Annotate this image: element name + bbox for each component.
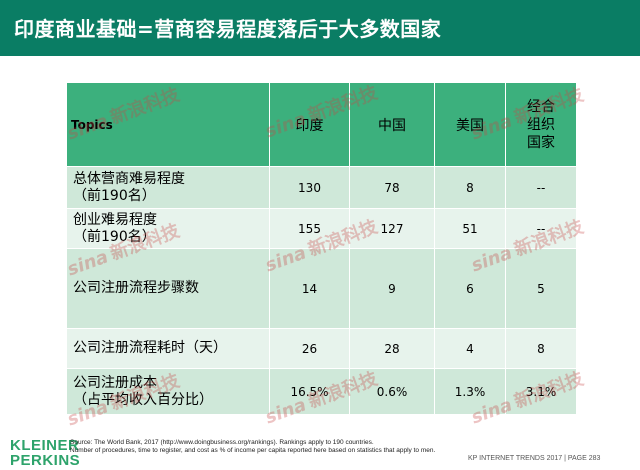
footnote-line: Source: The World Bank, 2017 (http://www…	[70, 439, 374, 446]
data-table: Topics 印度 中国 美国 经合 组织 国家 总体营商难易程度 （前190名…	[66, 82, 577, 415]
cell-oecd: 5	[505, 248, 577, 329]
title-bar: 印度商业基础=营商容易程度落后于大多数国家	[0, 0, 640, 56]
row-label-line: （占平均收入百分比）	[73, 391, 213, 408]
cell-usa: 51	[434, 208, 506, 249]
logo-line: PERKINS	[10, 452, 81, 469]
header-oecd-line: 经合	[527, 98, 555, 115]
row-label: 总体营商难易程度 （前190名）	[66, 166, 270, 209]
cell-oecd: --	[505, 166, 577, 209]
header-oecd: 经合 组织 国家	[505, 82, 577, 167]
row-label: 公司注册成本 （占平均收入百分比）	[66, 368, 270, 415]
footnote-line: Number of procedures, time to register, …	[70, 447, 436, 454]
table-row: 公司注册成本 （占平均收入百分比） 16.5% 0.6% 1.3% 3.1%	[66, 368, 577, 415]
cell-china: 78	[349, 166, 435, 209]
row-label-line: 总体营商难易程度	[73, 170, 185, 187]
cell-india: 16.5%	[269, 368, 350, 415]
table-header-row: Topics 印度 中国 美国 经合 组织 国家	[66, 82, 577, 167]
page-footer: KP INTERNET TRENDS 2017 | PAGE 283	[468, 455, 601, 462]
cell-india: 130	[269, 166, 350, 209]
cell-usa: 4	[434, 328, 506, 369]
table-row: 公司注册流程步骤数 14 9 6 5	[66, 248, 577, 329]
table-row: 总体营商难易程度 （前190名） 130 78 8 --	[66, 166, 577, 209]
cell-india: 26	[269, 328, 350, 369]
table-row: 公司注册流程耗时（天） 26 28 4 8	[66, 328, 577, 369]
cell-oecd: 3.1%	[505, 368, 577, 415]
slide-title: 印度商业基础=营商容易程度落后于大多数国家	[14, 17, 442, 41]
cell-india: 14	[269, 248, 350, 329]
header-oecd-line: 国家	[527, 134, 555, 151]
header-oecd-line: 组织	[527, 116, 555, 133]
kleiner-perkins-logo: KLEINER PERKINS	[10, 438, 80, 468]
cell-usa: 8	[434, 166, 506, 209]
cell-china: 0.6%	[349, 368, 435, 415]
row-label-line: （前190名）	[73, 228, 156, 245]
row-label-line: 公司注册流程耗时（天）	[73, 340, 227, 356]
row-label-line: 公司注册流程步骤数	[73, 280, 199, 296]
logo-line: KLEINER	[10, 437, 80, 454]
row-label: 公司注册流程步骤数	[66, 248, 270, 329]
cell-oecd: 8	[505, 328, 577, 369]
cell-usa: 1.3%	[434, 368, 506, 415]
row-label-line: 公司注册成本	[73, 374, 157, 391]
row-label: 创业难易程度 （前190名）	[66, 208, 270, 249]
header-topics: Topics	[66, 82, 270, 167]
source-footnote: Source: The World Bank, 2017 (http://www…	[70, 439, 490, 455]
cell-oecd: --	[505, 208, 577, 249]
cell-china: 28	[349, 328, 435, 369]
cell-india: 155	[269, 208, 350, 249]
cell-china: 9	[349, 248, 435, 329]
row-label-line: 创业难易程度	[73, 211, 157, 228]
cell-usa: 6	[434, 248, 506, 329]
header-usa: 美国	[434, 82, 506, 167]
header-china: 中国	[349, 82, 435, 167]
row-label-line: （前190名）	[73, 187, 156, 204]
table-row: 创业难易程度 （前190名） 155 127 51 --	[66, 208, 577, 249]
row-label: 公司注册流程耗时（天）	[66, 328, 270, 369]
header-india: 印度	[269, 82, 350, 167]
cell-china: 127	[349, 208, 435, 249]
